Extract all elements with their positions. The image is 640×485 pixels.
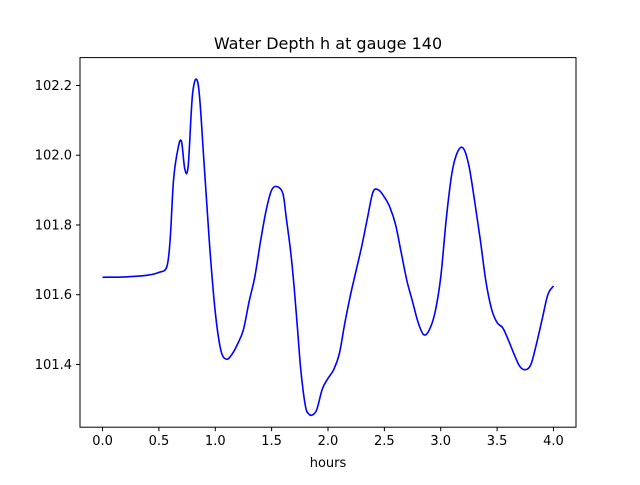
x-tick-label: 0.0 (92, 434, 113, 449)
series-line-0 (102, 78, 555, 417)
y-tick-label: 101.4 (35, 358, 72, 373)
x-tick-label: 0.5 (149, 434, 170, 449)
y-tick-label: 102.2 (35, 79, 72, 94)
x-tick-label: 3.0 (430, 434, 451, 449)
chart-title: Water Depth h at gauge 140 (214, 34, 442, 53)
x-tick-label: 2.0 (318, 434, 339, 449)
y-axis: 101.4 101.6 101.8 102.0 102.2 (35, 79, 80, 373)
plot-frame (79, 57, 577, 428)
y-tick-label: 102.0 (35, 149, 72, 164)
x-tick-label: 1.5 (261, 434, 282, 449)
x-tick-label: 4.0 (543, 434, 564, 449)
x-tick-label: 1.0 (205, 434, 226, 449)
x-axis: 0.0 0.5 1.0 1.5 2.0 2.5 3.0 3.5 4.0 (92, 427, 564, 449)
x-tick-label: 2.5 (374, 434, 395, 449)
plot-area (102, 78, 555, 417)
y-tick-label: 101.8 (35, 218, 72, 233)
x-axis-label: hours (310, 456, 347, 471)
x-tick-label: 3.5 (487, 434, 508, 449)
y-tick-label: 101.6 (35, 288, 72, 303)
